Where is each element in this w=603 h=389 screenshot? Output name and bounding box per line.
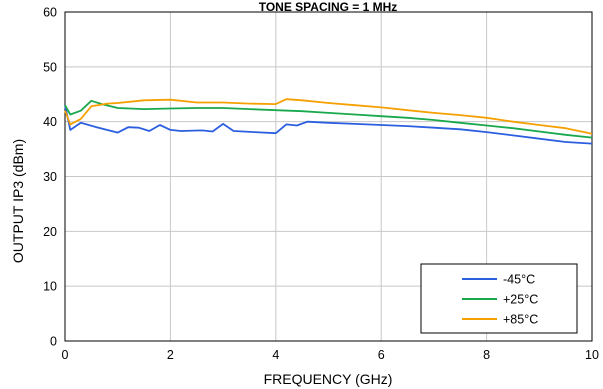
y-tick-label: 20 <box>43 225 57 239</box>
series-line-3 <box>64 98 593 135</box>
y-tick-label: 30 <box>43 170 57 184</box>
series-line-2 <box>64 99 593 139</box>
x-tick-label: 10 <box>585 348 599 362</box>
legend-label-3: +85°C <box>503 313 538 327</box>
legend-label-1: -45°C <box>503 273 535 287</box>
plot-area-frame <box>64 11 593 342</box>
y-tick-label: 10 <box>43 280 57 294</box>
x-tick-label: 0 <box>62 348 69 362</box>
legend-box <box>420 263 578 334</box>
y-tick-label: 60 <box>43 6 57 20</box>
chart-title: TONE SPACING = 1 MHz <box>259 0 398 14</box>
x-tick-label: 2 <box>167 348 174 362</box>
y-tick-label: 0 <box>50 335 57 349</box>
y-axis-title: OUTPUT IP3 (dBm) <box>10 139 26 263</box>
legend-label-2: +25°C <box>503 293 538 307</box>
legend: -45°C +25°C +85°C <box>420 263 578 334</box>
y-tick-label: 50 <box>43 60 57 74</box>
y-tick-label: 40 <box>43 115 57 129</box>
x-tick-labels: 0 2 4 6 8 10 <box>62 348 599 362</box>
x-tick-label: 4 <box>272 348 279 362</box>
x-axis-title: FREQUENCY (GHz) <box>264 371 393 387</box>
x-tick-label: 6 <box>378 348 385 362</box>
y-tick-labels: 0 10 20 30 40 50 60 <box>43 6 57 349</box>
x-tick-label: 8 <box>483 348 490 362</box>
series-lines <box>64 98 593 145</box>
series-line-1 <box>64 105 593 145</box>
